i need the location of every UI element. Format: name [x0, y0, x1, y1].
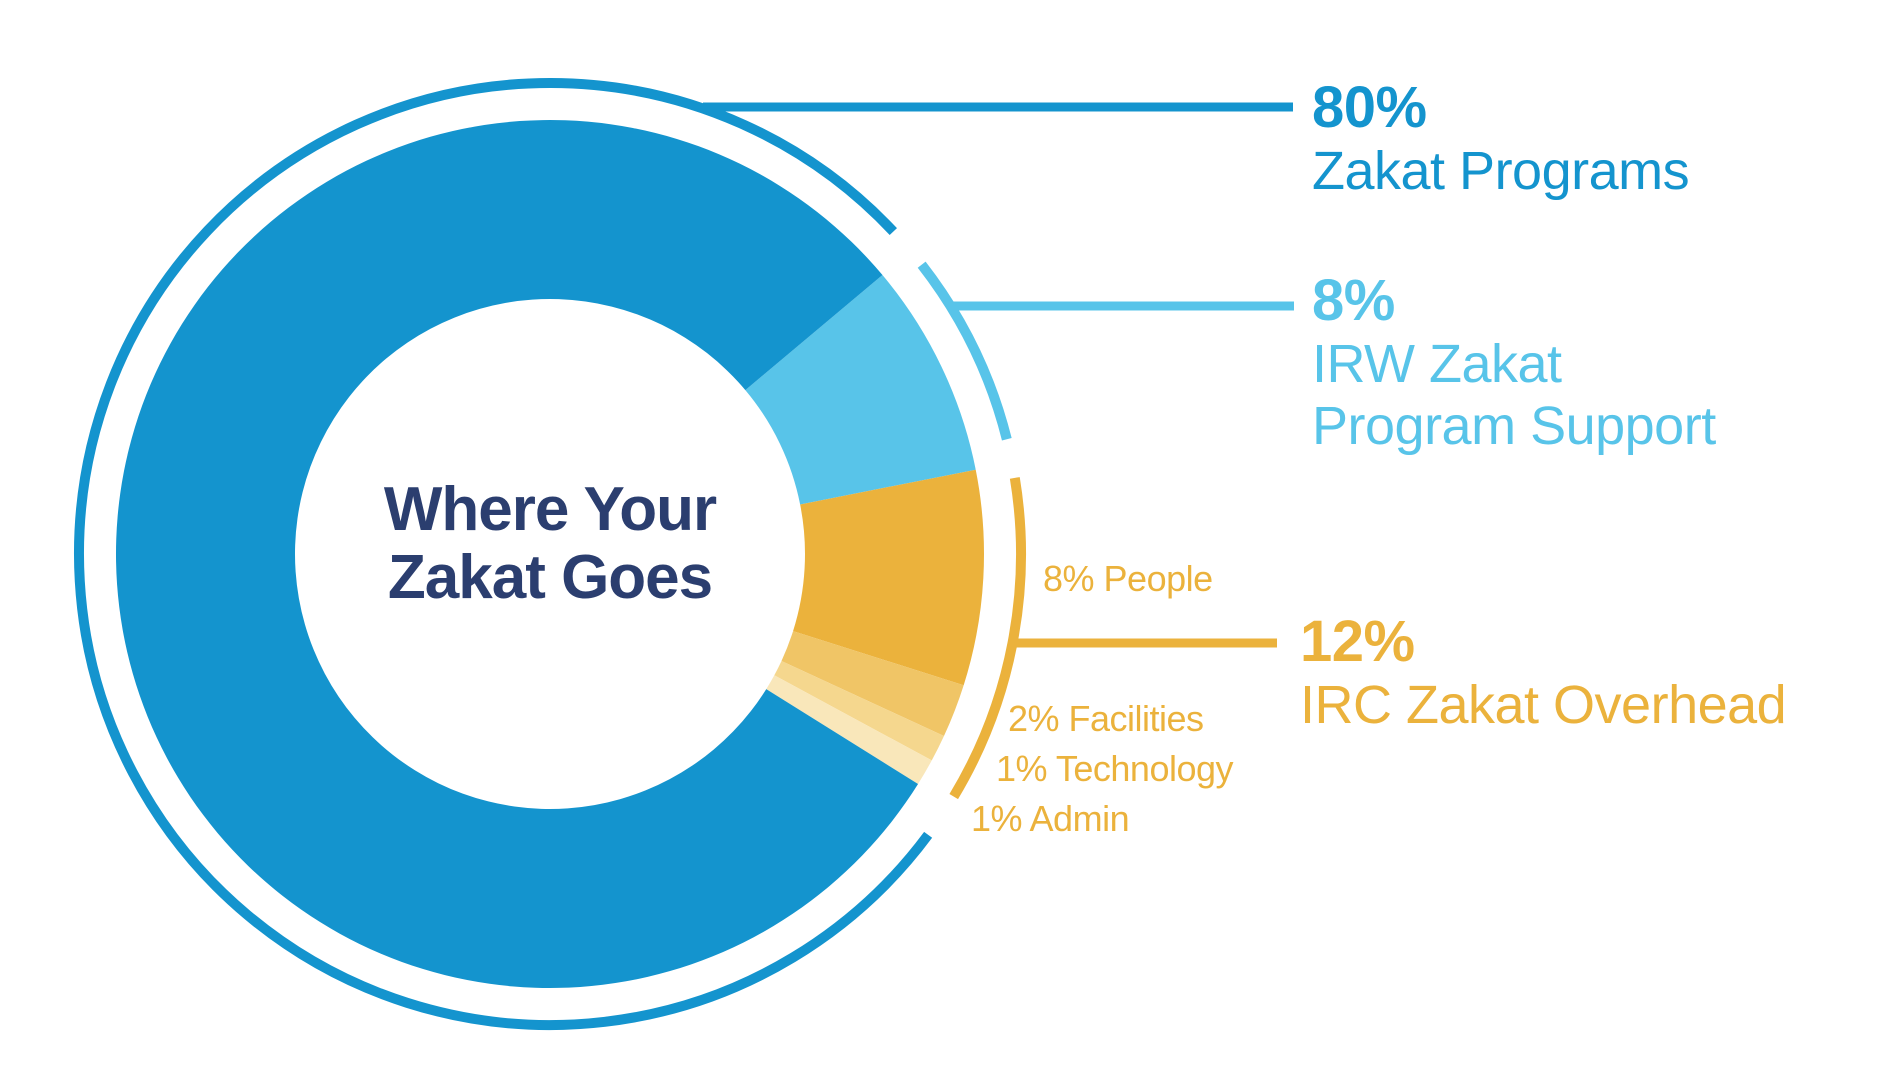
label-zakat-programs-name: Zakat Programs — [1312, 141, 1690, 201]
label-zakat-programs: 80% Zakat Programs — [1312, 75, 1690, 202]
label-irc-overhead-pct: 12% — [1300, 609, 1415, 674]
chart-title-line1: Where Your — [383, 475, 717, 544]
ring-arc-irw-support — [917, 261, 1012, 441]
label-zakat-programs-pct: 80% — [1312, 75, 1427, 140]
donut-wedge-1-admin — [766, 675, 932, 784]
donut-wedge-2-facilities — [781, 631, 964, 737]
label-irw-support-name-line1: IRW Zakat — [1312, 334, 1562, 394]
donut-wedge-irw-zakat-program-support — [745, 275, 976, 505]
label-people: 8% People — [1043, 558, 1213, 599]
label-irw-support: 8% IRW Zakat Program Support — [1312, 269, 1716, 457]
ring-arc-zakat-programs — [74, 78, 933, 1030]
label-irw-support-pct: 8% — [1312, 268, 1395, 333]
donut-wedge-8-people — [793, 469, 984, 686]
donut-wedge-1-technology — [774, 660, 944, 761]
label-irc-overhead: 12% IRC Zakat Overhead — [1300, 609, 1787, 736]
label-technology: 1% Technology — [996, 748, 1234, 789]
label-admin: 1% Admin — [971, 798, 1130, 839]
donut-wedge-zakat-programs — [115, 119, 919, 988]
label-irw-support-name-line2: Program Support — [1312, 396, 1716, 456]
ring-arc-irc-overhead — [949, 477, 1026, 800]
chart-title: Where Your Zakat Goes — [383, 475, 717, 612]
chart-title-line2: Zakat Goes — [387, 543, 713, 612]
label-irc-overhead-name: IRC Zakat Overhead — [1300, 675, 1787, 735]
label-facilities: 2% Facilities — [1008, 698, 1204, 739]
